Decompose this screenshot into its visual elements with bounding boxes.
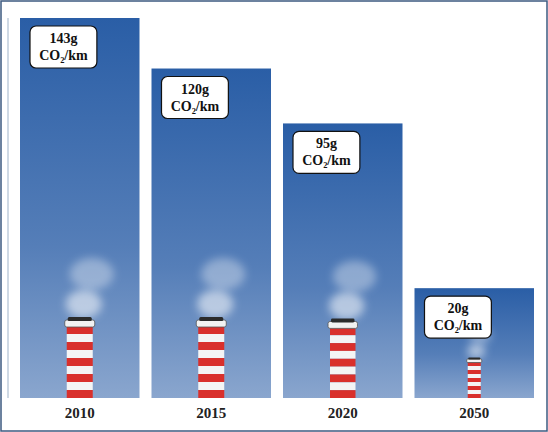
chimney-stripe [468, 394, 481, 398]
smoke [467, 344, 485, 358]
labels: 143gCO₂/km 2010 120gCO₂/km 2015 95gCO₂/km 202… [30, 26, 491, 421]
chimney-stripe [67, 334, 93, 342]
smoke [333, 261, 376, 292]
chimney [328, 261, 376, 398]
label-box [30, 26, 97, 68]
chimney-stripe [198, 358, 224, 366]
label-box [293, 131, 360, 173]
chimney-stripe [330, 390, 355, 398]
chimney-cap [467, 359, 482, 363]
data-label: 20gCO₂/km [434, 301, 483, 333]
data-label: 120gCO₂/km [171, 82, 220, 114]
x-tick-label: 2050 [459, 405, 489, 421]
chimney-top [468, 358, 480, 360]
chimney-stripe [67, 366, 93, 374]
chart: 143gCO₂/km 2010 120gCO₂/km 2015 95gCO₂/km 202… [0, 0, 548, 432]
chimney-cap [196, 320, 226, 327]
chimney-stripe [330, 335, 355, 343]
chimney-top [199, 317, 223, 321]
chimney-stripe [67, 374, 93, 382]
x-tick-label: 2015 [196, 405, 226, 421]
chimney-stripe [67, 342, 93, 350]
chimney-stripe [330, 382, 355, 390]
chimney [196, 258, 245, 398]
chimney-stripe [67, 382, 93, 390]
label-box [162, 77, 229, 119]
smoke [66, 290, 102, 318]
chimney-stripe [468, 374, 481, 378]
smoke [201, 258, 245, 290]
x-tick-label: 2010 [65, 405, 95, 421]
chimney-stripe [468, 390, 481, 394]
bar [152, 69, 272, 398]
bar [283, 123, 403, 398]
chimney-stripe [198, 374, 224, 382]
smoke [70, 258, 114, 290]
bars [20, 18, 534, 398]
data-label: 143gCO₂/km [39, 31, 88, 63]
chimney-stripe [468, 370, 481, 374]
chimney-stripe [468, 378, 481, 382]
chimney-cap [65, 320, 95, 327]
bar [20, 18, 140, 398]
chimney-stripe [67, 390, 93, 398]
chimney-stripe [330, 374, 355, 382]
label-box [425, 296, 492, 338]
chimney-stripe [198, 342, 224, 350]
chimney-cap [328, 322, 357, 329]
chimney-stripe [468, 382, 481, 386]
chimney-stripe [198, 390, 224, 398]
smoke [197, 290, 233, 318]
chimney-stripe [330, 398, 355, 399]
chimney-stripe [198, 334, 224, 342]
chimney [65, 258, 114, 398]
x-tick-label: 2020 [328, 405, 358, 421]
chimney-top [68, 317, 92, 321]
frame [1, 1, 547, 431]
chimney-stripe [198, 366, 224, 374]
smoke [329, 292, 364, 319]
chimney-stripe [198, 350, 224, 358]
chimney-stripe [198, 382, 224, 390]
chimney-stripe [330, 351, 355, 359]
chimney-stripe [468, 386, 481, 390]
chimney-stripe [468, 366, 481, 370]
bar [415, 288, 535, 398]
data-label: 95gCO₂/km [302, 136, 351, 168]
chimney-stripe [67, 358, 93, 366]
chimney-top [331, 319, 355, 323]
chimney-stripe [67, 350, 93, 358]
chimney-stripe [330, 343, 355, 351]
chimney-stripe [330, 359, 355, 367]
y-axis [8, 18, 9, 398]
chimney-stripe [330, 367, 355, 375]
